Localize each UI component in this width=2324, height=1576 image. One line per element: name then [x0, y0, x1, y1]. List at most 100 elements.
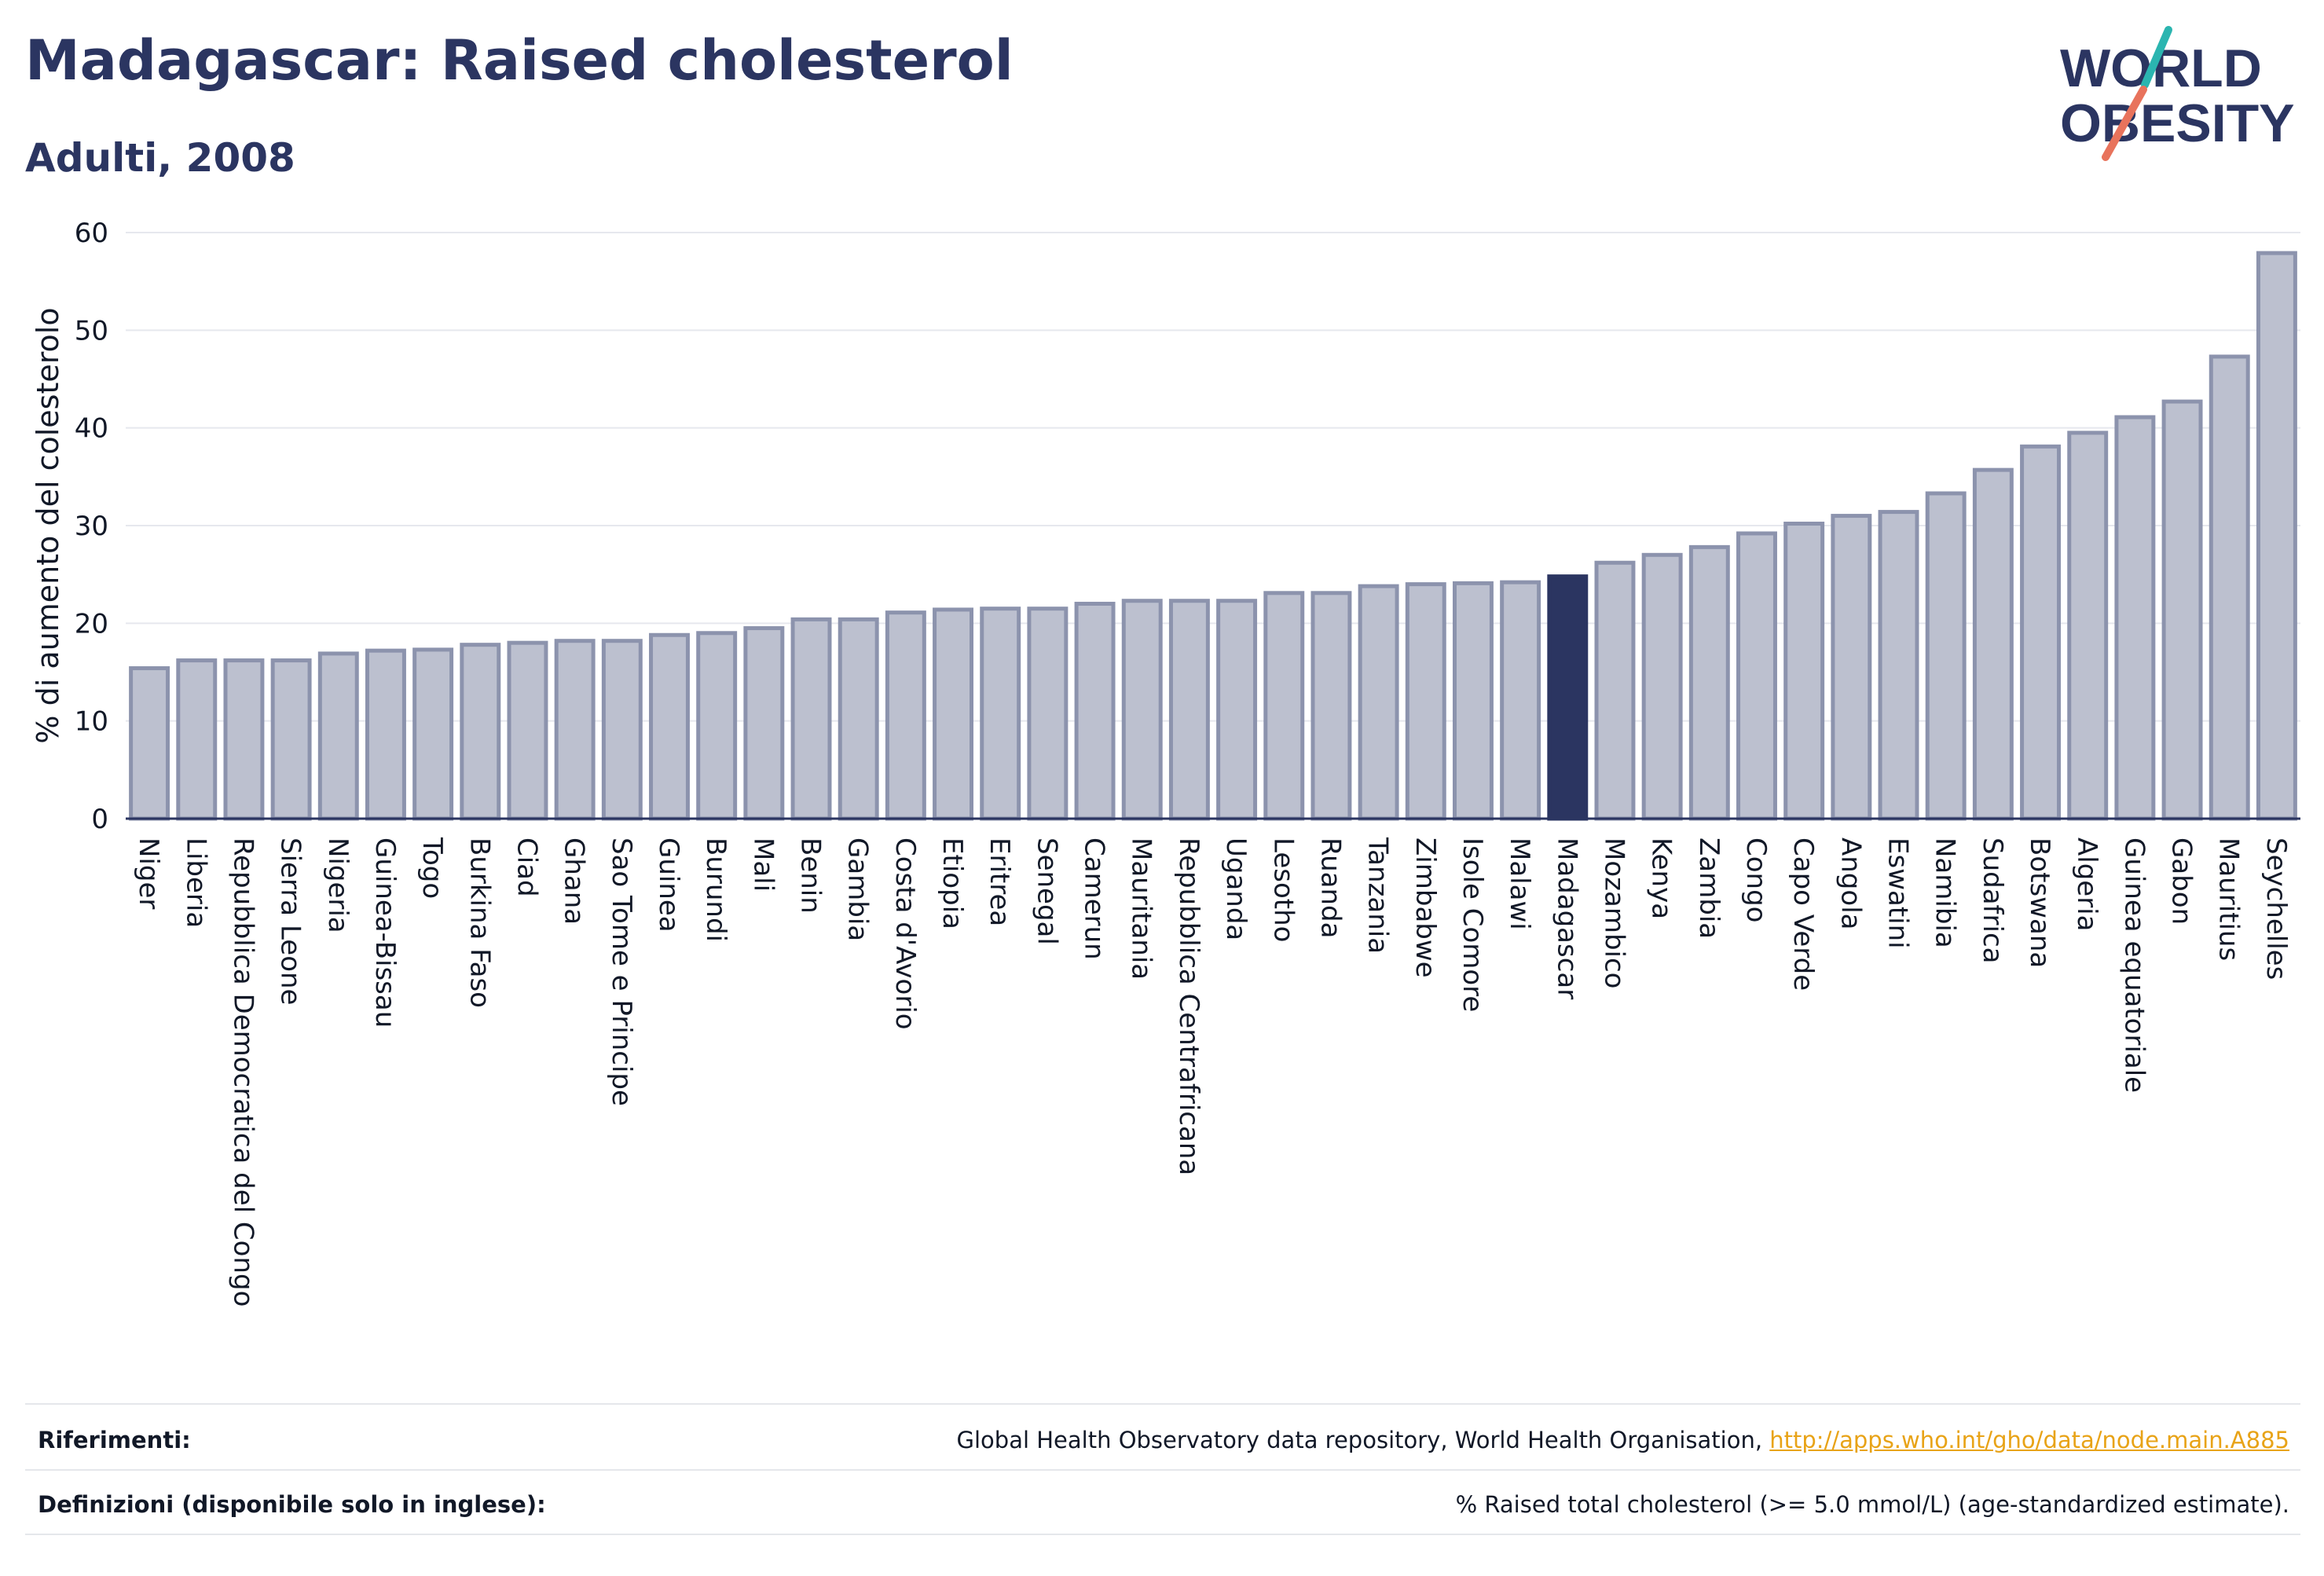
x-tick-label: Togo	[416, 837, 448, 899]
chart-title: Madagascar: Raised cholesterol	[25, 28, 1014, 93]
bar	[1405, 582, 1446, 821]
x-tick-label: Benin	[795, 837, 827, 914]
bar	[2161, 399, 2203, 821]
footer-divider-top	[25, 1403, 2300, 1405]
x-tick-label: Repubblica Centrafricana	[1173, 837, 1204, 1175]
bar	[1310, 591, 1352, 821]
x-tick-label: Kenya	[1646, 837, 1677, 919]
references-source: Global Health Observatory data repositor…	[956, 1427, 1770, 1453]
bar	[1500, 580, 1541, 821]
bar	[1972, 467, 2014, 821]
footer-divider-middle	[25, 1469, 2300, 1471]
bar	[649, 632, 690, 821]
x-tick-label: Congo	[1740, 837, 1772, 922]
bar	[2256, 251, 2297, 821]
x-tick-label: Seychelles	[2260, 837, 2292, 980]
x-tick-label: Gambia	[842, 837, 874, 941]
bar	[2209, 354, 2250, 821]
bar	[1783, 522, 1825, 821]
y-tick-label: 10	[75, 706, 108, 738]
bar	[885, 610, 926, 821]
x-tick-label: Etiopia	[937, 837, 968, 929]
bar	[933, 607, 974, 821]
y-tick-label: 30	[75, 511, 108, 542]
definitions-label: Definizioni (disponibile solo in inglese…	[38, 1491, 546, 1518]
bar	[1831, 514, 1872, 821]
bar	[790, 617, 832, 821]
bar	[223, 658, 265, 821]
x-tick-label: Mozambico	[1598, 837, 1629, 988]
references-text: Global Health Observatory data repositor…	[957, 1427, 2289, 1453]
x-tick-label: Mali	[747, 837, 779, 892]
logo-text-obesity: OBESITY	[2060, 93, 2295, 153]
bar-highlight	[1547, 574, 1589, 821]
x-tick-label: Niger	[133, 837, 164, 909]
bar	[176, 658, 218, 821]
x-tick-label: Sao Tome e Principe	[606, 837, 637, 1106]
x-tick-label: Guinea-Bissau	[369, 837, 401, 1028]
bar	[601, 639, 643, 821]
x-tick-label: Liberia	[180, 837, 211, 928]
y-axis-label: % di aumento del colesterolo	[31, 307, 65, 743]
bar	[1878, 510, 1919, 821]
bar	[317, 651, 359, 821]
bar	[696, 631, 738, 821]
references-label: Riferimenti:	[38, 1427, 191, 1453]
x-tick-label: Gabon	[2166, 837, 2198, 925]
bar	[1074, 601, 1116, 821]
x-tick-label: Ghana	[559, 837, 590, 925]
bar	[1263, 591, 1305, 821]
x-tick-label: Mauritius	[2213, 837, 2245, 961]
references-link[interactable]: http://apps.who.int/gho/data/node.main.A…	[1769, 1427, 2289, 1453]
bar	[1452, 581, 1494, 821]
bar	[1641, 552, 1683, 821]
bar	[412, 647, 454, 821]
bar	[1121, 599, 1163, 821]
x-tick-label: Mauritania	[1126, 837, 1157, 980]
bar	[460, 643, 501, 821]
x-tick-label: Uganda	[1220, 837, 1252, 940]
bar	[1925, 491, 1967, 821]
bar	[2114, 415, 2156, 821]
definitions-text: % Raised total cholesterol (>= 5.0 mmol/…	[1455, 1491, 2289, 1518]
x-tick-label: Ruanda	[1314, 837, 1346, 938]
x-tick-label: Algeria	[2071, 837, 2102, 931]
x-tick-label: Costa d'Avorio	[889, 837, 921, 1030]
bar	[129, 666, 170, 821]
footer-divider-bottom	[25, 1534, 2300, 1535]
y-tick-label: 40	[75, 413, 108, 445]
bar	[838, 617, 879, 821]
x-tick-label: Sierra Leone	[275, 837, 306, 1005]
bar	[554, 639, 596, 821]
x-tick-label: Guinea	[653, 837, 684, 933]
bar	[1594, 560, 1636, 821]
x-tick-label: Eswatini	[1882, 837, 1914, 949]
bar	[1027, 607, 1069, 821]
x-tick-label: Namibia	[1930, 837, 1961, 948]
chart-subtitle: Adulti, 2008	[25, 135, 295, 181]
x-tick-label: Tanzania	[1362, 837, 1394, 954]
bar	[1358, 584, 1399, 821]
bar	[743, 626, 785, 821]
bar	[1168, 599, 1210, 821]
x-tick-label: Lesotho	[1267, 837, 1299, 942]
logo-slash-coral	[2102, 86, 2147, 161]
logo-slash-teal	[2141, 26, 2172, 89]
x-tick-label: Malawi	[1504, 837, 1535, 930]
x-tick-label: Botswana	[2024, 837, 2055, 968]
y-tick-label: 20	[75, 608, 108, 640]
x-tick-label: Nigeria	[322, 837, 354, 933]
bar	[980, 607, 1021, 821]
x-tick-label: Madagascar	[1551, 837, 1582, 999]
bar-chart: 0 10 20 30 40 50 60 % di aumento del colesterol…	[31, 218, 2300, 1307]
x-tick-label: Burundi	[700, 837, 731, 942]
x-tick-label: Sudafrica	[1977, 837, 2008, 963]
x-tick-label: Eritrea	[984, 837, 1015, 926]
bar	[1688, 544, 1730, 821]
bar	[1736, 531, 1777, 821]
x-tick-label: Zambia	[1693, 837, 1725, 939]
bar	[1216, 599, 1258, 821]
x-tick-label: Ciad	[511, 837, 542, 897]
bar	[270, 658, 312, 821]
x-tick-label: Burkina Faso	[464, 837, 495, 1008]
